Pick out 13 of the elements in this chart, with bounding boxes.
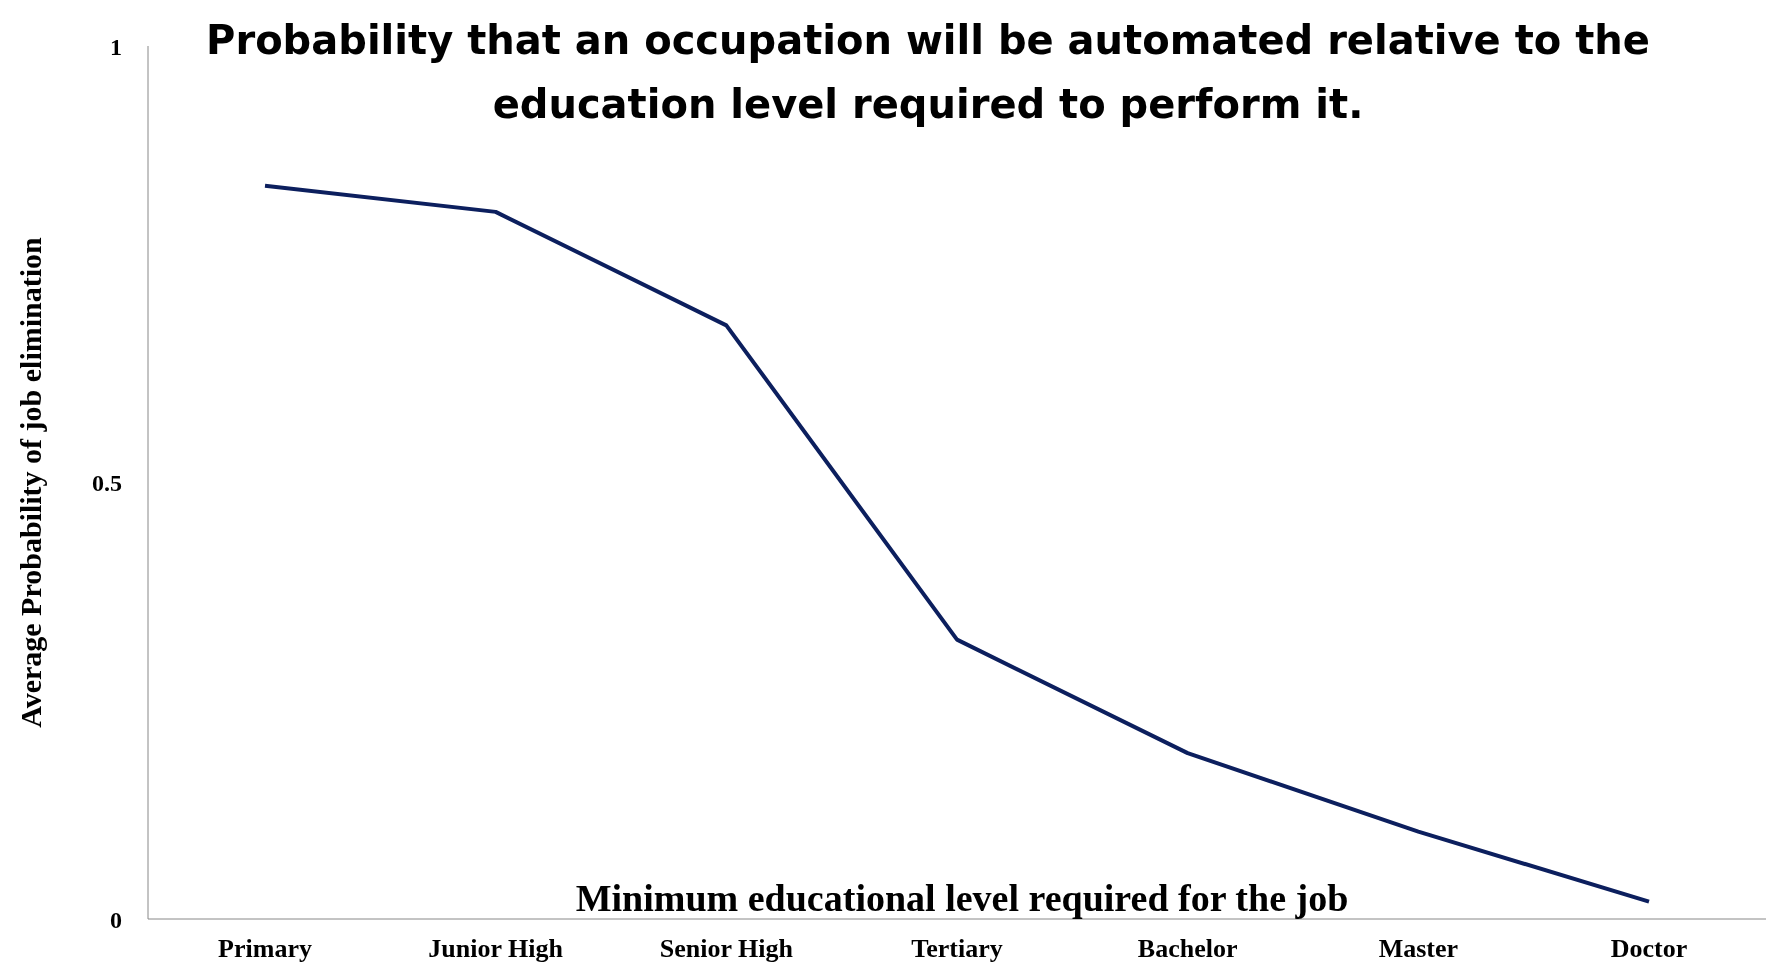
x-tick-label: Bachelor: [1137, 934, 1238, 964]
y-axis-title: Average Probability of job elimination: [13, 236, 47, 728]
y-tick-label: 0: [110, 906, 122, 933]
x-tick-label: Doctor: [1610, 934, 1688, 964]
y-tick-label: 0.5: [92, 470, 122, 497]
x-axis-title: Minimum educational level required for the job: [574, 876, 1350, 920]
x-tick-label: Master: [1378, 934, 1459, 964]
x-tick-label: Tertiary: [911, 934, 1003, 964]
x-tick-label: Primary: [218, 934, 312, 964]
y-tick-label: 1: [110, 33, 122, 60]
chart-title: Probability that an occupation will be automated relative to the education level required to perform it.: [205, 16, 1651, 129]
x-tick-label: Senior High: [659, 934, 794, 964]
x-tick-label: Junior High: [428, 934, 564, 964]
